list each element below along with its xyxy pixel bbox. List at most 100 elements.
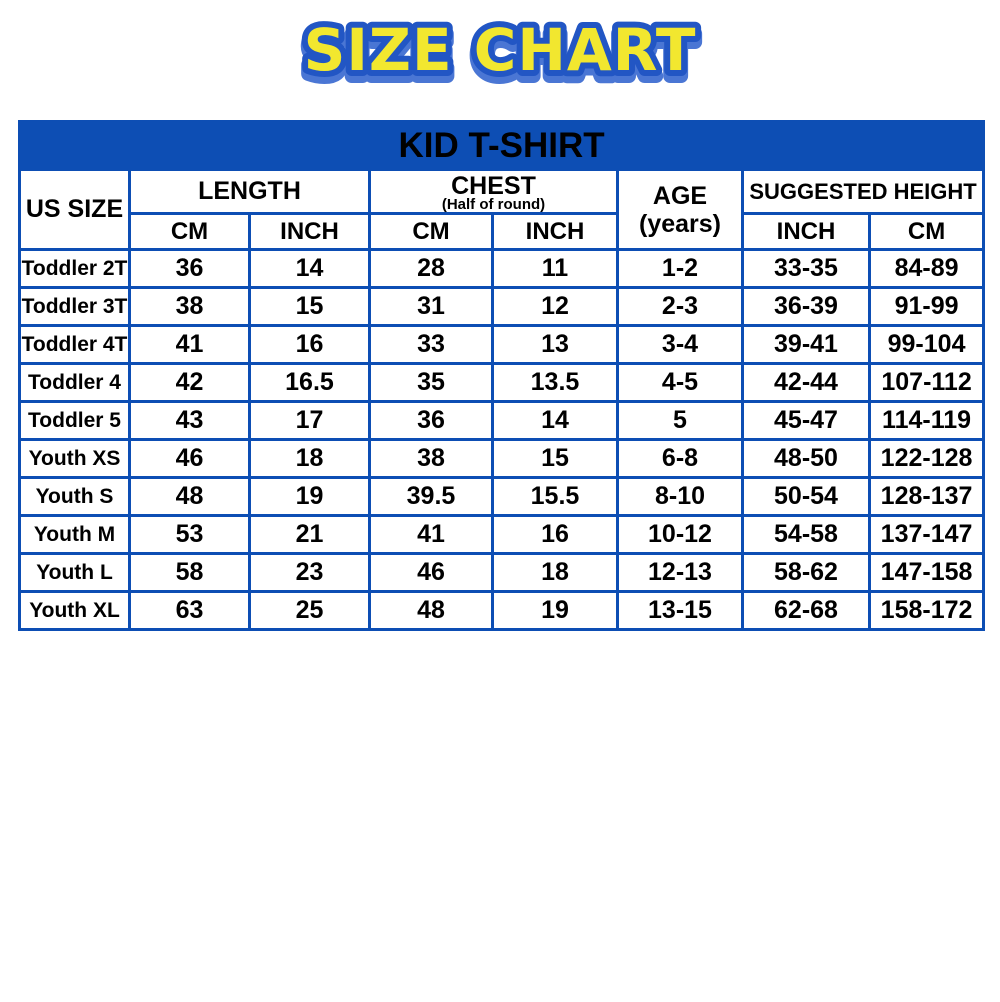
- chest-cm-cell: 35: [368, 362, 494, 403]
- height-cm-cell: 99-104: [867, 324, 986, 365]
- chest-inch-cell: 13.5: [491, 362, 619, 403]
- chest-inch-cell: 14: [491, 400, 619, 441]
- us-size-cell: Toddler 4: [18, 362, 131, 403]
- age-cell: 6-8: [616, 438, 744, 479]
- length-inch-cell: 23: [248, 552, 371, 593]
- unit-length-cm: CM: [128, 212, 251, 251]
- height-inch-cell: 48-50: [741, 438, 871, 479]
- table-banner: KID T-SHIRT: [17, 120, 986, 171]
- table-row: Toddler 2T 36 14 28 11 1-2 33-35 84-89: [18, 248, 986, 289]
- chest-inch-cell: 13: [491, 324, 619, 365]
- chest-cm-cell: 38: [368, 438, 494, 479]
- length-inch-cell: 14: [248, 248, 371, 289]
- chest-cm-cell: 41: [368, 514, 494, 555]
- chest-cm-cell: 28: [368, 248, 494, 289]
- size-table-body: Toddler 2T 36 14 28 11 1-2 33-35 84-89 T…: [18, 248, 986, 631]
- us-size-cell: Toddler 4T: [18, 324, 131, 365]
- length-cm-cell: 36: [128, 248, 251, 289]
- height-cm-cell: 128-137: [867, 476, 986, 517]
- height-inch-cell: 54-58: [741, 514, 871, 555]
- chest-inch-cell: 16: [491, 514, 619, 555]
- height-cm-cell: 122-128: [867, 438, 986, 479]
- table-row: Toddler 3T 38 15 31 12 2-3 36-39 91-99: [18, 286, 986, 327]
- length-inch-cell: 16: [248, 324, 371, 365]
- length-cm-cell: 38: [128, 286, 251, 327]
- chest-label: CHEST: [451, 171, 536, 200]
- unit-chest-inch: INCH: [491, 212, 619, 251]
- height-cm-cell: 91-99: [867, 286, 986, 327]
- header-group-row: US SIZE LENGTH CHEST (Half of round) AGE…: [18, 168, 986, 251]
- table-row: Youth XS 46 18 38 15 6-8 48-50 122-128: [18, 438, 986, 479]
- us-size-cell: Toddler 5: [18, 400, 131, 441]
- length-inch-cell: 25: [248, 590, 371, 631]
- length-inch-cell: 21: [248, 514, 371, 555]
- length-cm-cell: 41: [128, 324, 251, 365]
- age-cell: 8-10: [616, 476, 744, 517]
- length-inch-cell: 17: [248, 400, 371, 441]
- chest-inch-cell: 15: [491, 438, 619, 479]
- chest-cm-cell: 33: [368, 324, 494, 365]
- col-header-chest: CHEST (Half of round): [368, 168, 619, 215]
- age-cell: 5: [616, 400, 744, 441]
- chest-inch-cell: 12: [491, 286, 619, 327]
- length-cm-cell: 48: [128, 476, 251, 517]
- size-table: KID T-SHIRT US SIZE LENGTH CHEST (Half o…: [17, 120, 986, 631]
- table-row: Youth L 58 23 46 18 12-13 58-62 147-158: [18, 552, 986, 593]
- length-cm-cell: 42: [128, 362, 251, 403]
- chest-cm-cell: 39.5: [368, 476, 494, 517]
- age-note: (years): [639, 209, 721, 238]
- chest-inch-cell: 11: [491, 248, 619, 289]
- chest-cm-cell: 31: [368, 286, 494, 327]
- us-size-cell: Toddler 3T: [18, 286, 131, 327]
- table-row: Toddler 4 42 16.5 35 13.5 4-5 42-44 107-…: [18, 362, 986, 403]
- us-size-cell: Toddler 2T: [18, 248, 131, 289]
- height-cm-cell: 158-172: [867, 590, 986, 631]
- table-row: Youth XL 63 25 48 19 13-15 62-68 158-172: [18, 590, 986, 631]
- height-cm-cell: 114-119: [867, 400, 986, 441]
- us-size-cell: Youth S: [18, 476, 131, 517]
- length-inch-cell: 15: [248, 286, 371, 327]
- col-header-length: LENGTH: [128, 168, 371, 215]
- chest-inch-cell: 19: [491, 590, 619, 631]
- us-size-cell: Youth M: [18, 514, 131, 555]
- age-cell: 4-5: [616, 362, 744, 403]
- age-label: AGE: [652, 181, 708, 210]
- length-cm-cell: 43: [128, 400, 251, 441]
- banner-row: KID T-SHIRT: [17, 120, 986, 171]
- height-cm-cell: 137-147: [867, 514, 986, 555]
- height-inch-cell: 39-41: [741, 324, 871, 365]
- height-inch-cell: 62-68: [741, 590, 871, 631]
- table-row: Youth M 53 21 41 16 10-12 54-58 137-147: [18, 514, 986, 555]
- us-size-cell: Youth XS: [18, 438, 131, 479]
- age-cell: 10-12: [616, 514, 744, 555]
- chest-note: (Half of round): [441, 195, 546, 213]
- height-inch-cell: 36-39: [741, 286, 871, 327]
- height-inch-cell: 42-44: [741, 362, 871, 403]
- chest-cm-cell: 36: [368, 400, 494, 441]
- table-row: Youth S 48 19 39.5 15.5 8-10 50-54 128-1…: [18, 476, 986, 517]
- us-size-cell: Youth L: [18, 552, 131, 593]
- table-row: Toddler 5 43 17 36 14 5 45-47 114-119: [18, 400, 986, 441]
- unit-length-inch: INCH: [248, 212, 371, 251]
- length-cm-cell: 46: [128, 438, 251, 479]
- size-table-head: KID T-SHIRT US SIZE LENGTH CHEST (Half o…: [17, 120, 986, 251]
- age-cell: 1-2: [616, 248, 744, 289]
- height-inch-cell: 45-47: [741, 400, 871, 441]
- height-inch-cell: 50-54: [741, 476, 871, 517]
- us-size-cell: Youth XL: [18, 590, 131, 631]
- chest-cm-cell: 46: [368, 552, 494, 593]
- length-inch-cell: 19: [248, 476, 371, 517]
- length-inch-cell: 18: [248, 438, 371, 479]
- header-units-row: CM INCH CM INCH INCH CM: [20, 212, 986, 251]
- age-cell: 2-3: [616, 286, 744, 327]
- col-header-age: AGE (years): [616, 168, 744, 251]
- table-row: Toddler 4T 41 16 33 13 3-4 39-41 99-104: [18, 324, 986, 365]
- height-cm-cell: 147-158: [867, 552, 986, 593]
- col-header-us-size: US SIZE: [18, 168, 131, 251]
- height-cm-cell: 84-89: [867, 248, 986, 289]
- height-cm-cell: 107-112: [867, 362, 986, 403]
- size-chart-title-text: SIZE CHART: [304, 16, 697, 84]
- height-inch-cell: 58-62: [741, 552, 871, 593]
- unit-chest-cm: CM: [368, 212, 494, 251]
- length-cm-cell: 63: [128, 590, 251, 631]
